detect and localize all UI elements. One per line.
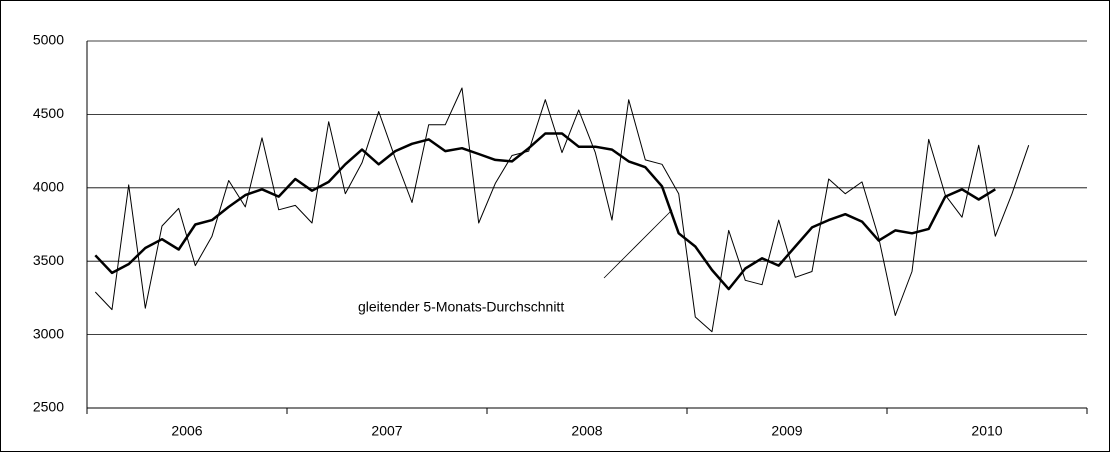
y-tick-label: 2500 bbox=[33, 399, 64, 415]
series-line bbox=[94, 132, 996, 291]
y-tick-label: 3000 bbox=[33, 325, 64, 341]
annotation: gleitender 5-Monats-Durchschnitt bbox=[358, 299, 564, 315]
y-tick-label: 4500 bbox=[33, 105, 64, 121]
x-tick-label: 2006 bbox=[171, 423, 202, 439]
series-line bbox=[94, 87, 1030, 333]
annotation-pointer bbox=[603, 209, 673, 279]
y-tick-label: 4000 bbox=[33, 179, 64, 195]
x-tick-label: 2010 bbox=[971, 423, 1002, 439]
x-tick-label: 2009 bbox=[771, 423, 802, 439]
x-tick-label: 2007 bbox=[371, 423, 402, 439]
y-tick-label: 3500 bbox=[33, 252, 64, 268]
y-tick-label: 5000 bbox=[33, 32, 64, 48]
x-tick-label: 2008 bbox=[571, 423, 602, 439]
